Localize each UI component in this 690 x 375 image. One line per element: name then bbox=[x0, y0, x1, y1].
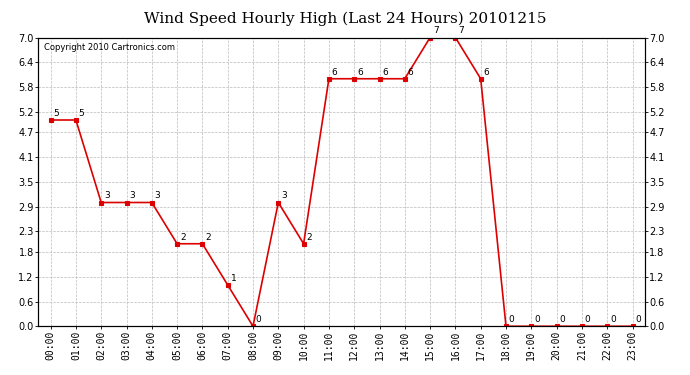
Text: Copyright 2010 Cartronics.com: Copyright 2010 Cartronics.com bbox=[44, 43, 175, 52]
Text: 3: 3 bbox=[281, 191, 287, 200]
Text: 0: 0 bbox=[584, 315, 591, 324]
Text: 0: 0 bbox=[560, 315, 565, 324]
Text: 6: 6 bbox=[408, 68, 413, 76]
Text: 6: 6 bbox=[484, 68, 489, 76]
Text: 0: 0 bbox=[509, 315, 515, 324]
Text: 3: 3 bbox=[104, 191, 110, 200]
Text: Wind Speed Hourly High (Last 24 Hours) 20101215: Wind Speed Hourly High (Last 24 Hours) 2… bbox=[144, 11, 546, 26]
Text: 6: 6 bbox=[332, 68, 337, 76]
Text: 1: 1 bbox=[230, 274, 236, 283]
Text: 5: 5 bbox=[53, 109, 59, 118]
Text: 3: 3 bbox=[155, 191, 160, 200]
Text: 5: 5 bbox=[79, 109, 84, 118]
Text: 0: 0 bbox=[534, 315, 540, 324]
Text: 0: 0 bbox=[256, 315, 262, 324]
Text: 7: 7 bbox=[433, 26, 439, 35]
Text: 2: 2 bbox=[180, 232, 186, 242]
Text: 3: 3 bbox=[129, 191, 135, 200]
Text: 0: 0 bbox=[635, 315, 641, 324]
Text: 6: 6 bbox=[357, 68, 363, 76]
Text: 7: 7 bbox=[458, 26, 464, 35]
Text: 6: 6 bbox=[382, 68, 388, 76]
Text: 2: 2 bbox=[205, 232, 211, 242]
Text: 2: 2 bbox=[306, 232, 312, 242]
Text: 0: 0 bbox=[610, 315, 615, 324]
